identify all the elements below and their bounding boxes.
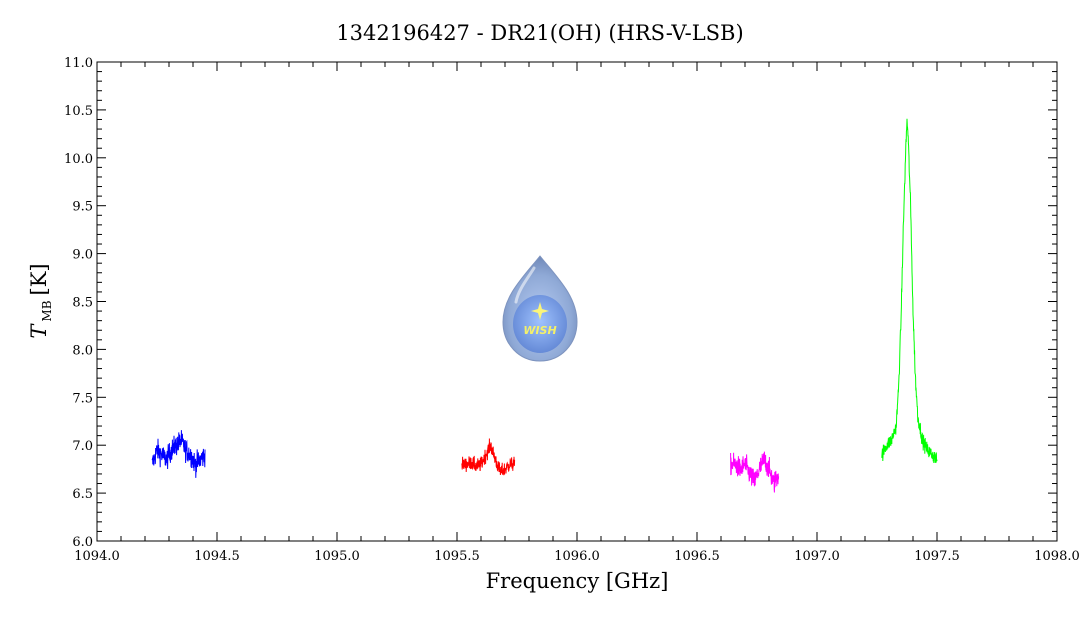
series-layer	[151, 118, 938, 493]
chart-title: 1342196427 - DR21(OH) (HRS-V-LSB)	[336, 21, 743, 45]
y-tick-label: 10.0	[64, 152, 93, 167]
x-tick-label: 1094.0	[74, 549, 120, 564]
x-tick-label: 1095.5	[434, 549, 480, 564]
y-tick-label: 10.5	[64, 104, 93, 119]
y-tick-label: 9.0	[72, 248, 93, 263]
y-axis-label: T MB [K]	[27, 263, 54, 338]
y-tick-label: 6.0	[72, 535, 93, 550]
series-3-line	[881, 118, 938, 464]
star-icon	[531, 302, 549, 320]
svg-text:TMB[K]: T MB [K]	[27, 263, 54, 338]
x-tick-label: 1096.0	[554, 549, 600, 564]
x-tick-label: 1097.5	[914, 549, 960, 564]
y-axis-label-unit: [K]	[27, 263, 51, 295]
y-tick-label: 7.0	[72, 439, 93, 454]
series-1-line	[461, 438, 516, 476]
y-tick-label: 6.5	[72, 487, 93, 502]
x-tick-label: 1097.0	[794, 549, 840, 564]
x-tick-label: 1096.5	[674, 549, 720, 564]
y-tick-label: 8.5	[72, 296, 93, 311]
wish-logo: WISH	[502, 255, 578, 362]
x-tick-label: 1094.5	[194, 549, 240, 564]
y-tick-label: 7.5	[72, 391, 93, 406]
x-axis-label: Frequency [GHz]	[486, 569, 669, 593]
x-tick-label: 1098.0	[1034, 549, 1080, 564]
series-2-line	[730, 451, 780, 493]
logo-text: WISH	[523, 324, 556, 337]
x-tick-label: 1095.0	[314, 549, 360, 564]
series-0-line	[151, 430, 206, 478]
y-axis-label-sub: MB	[40, 300, 54, 321]
y-tick-label: 8.0	[72, 343, 93, 358]
y-axis-label-main: T	[27, 323, 51, 339]
ticks-layer: 1094.0 1094.5 1095.0 1095.5 1096.0 1096.5 1097…	[64, 56, 1080, 564]
y-tick-label: 9.5	[72, 200, 93, 215]
y-tick-label: 11.0	[64, 56, 93, 71]
